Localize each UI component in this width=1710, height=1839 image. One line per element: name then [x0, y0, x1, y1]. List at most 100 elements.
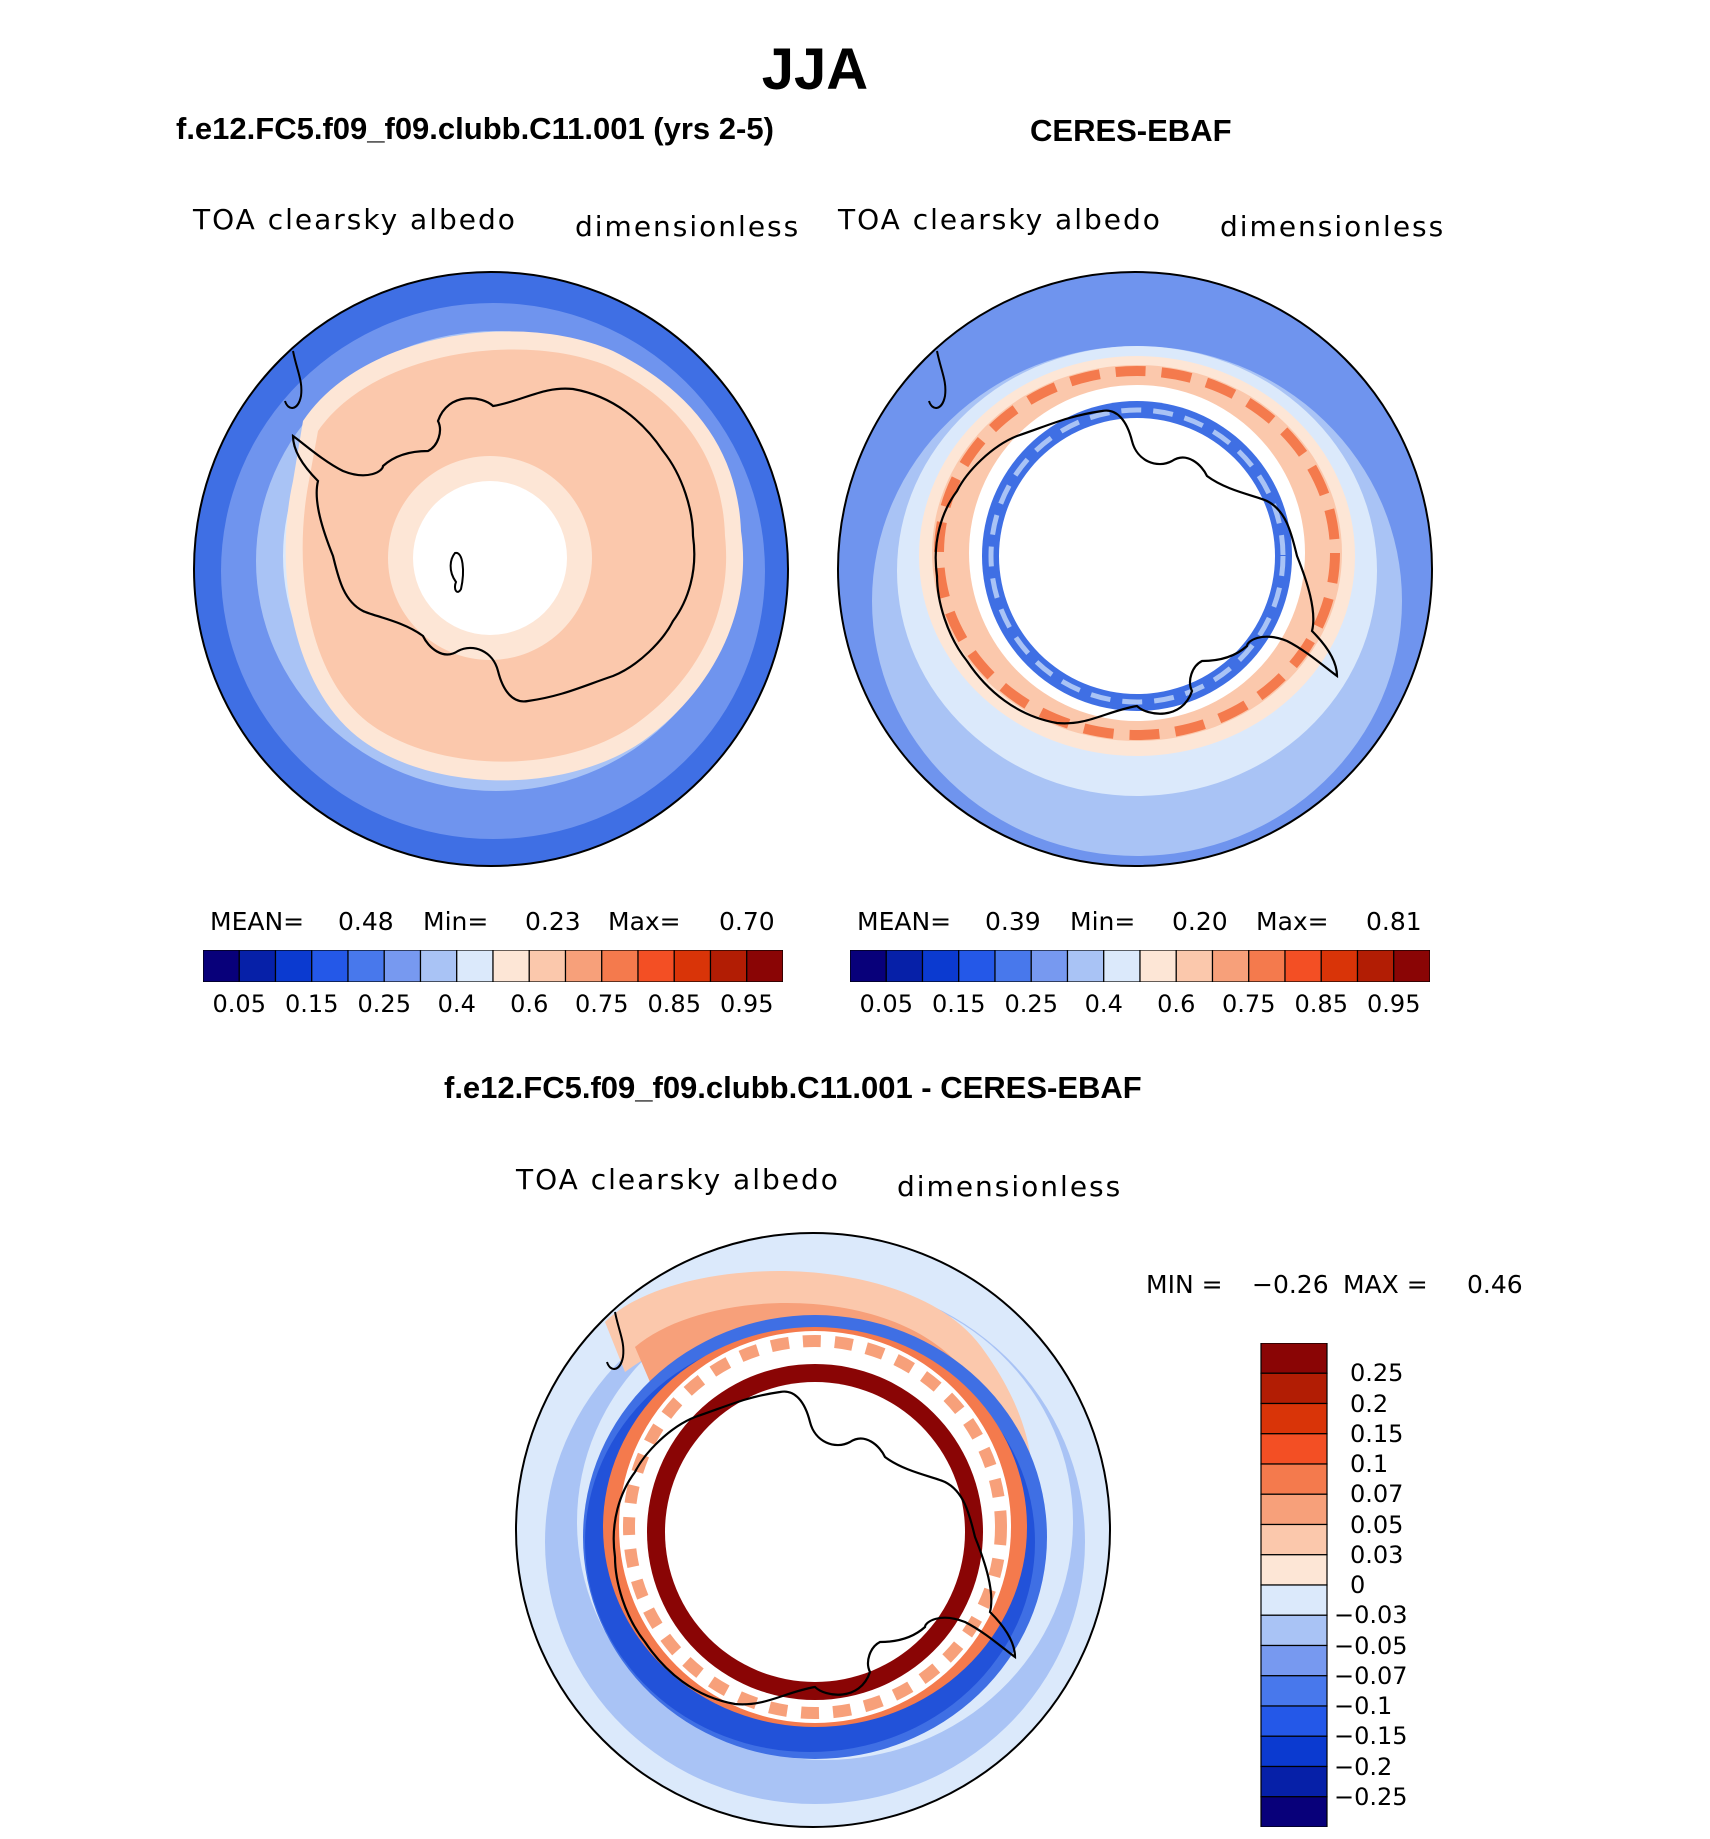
- colorbar-tick-label: 0.75: [1222, 990, 1276, 1018]
- colorbar-swatch: [1248, 950, 1286, 982]
- panel1-max-value: 0.70: [719, 907, 775, 936]
- colorbar-swatch: [1260, 1402, 1328, 1435]
- colorbar-tick-label: 0.25: [1004, 990, 1058, 1018]
- season-title: JJA: [761, 37, 869, 102]
- colorbar-swatch: [1284, 950, 1322, 982]
- panel2-title: CERES-EBAF: [1030, 113, 1232, 148]
- colorbar-swatch: [746, 950, 783, 982]
- colorbar-tick-label: −0.15: [1334, 1722, 1408, 1751]
- colorbar-swatch: [709, 950, 748, 982]
- colorbar-tick-label: 0.4: [437, 990, 476, 1018]
- colorbar-difference-ticks: 0.25 0.2 0.15 0.1 0.07 0.05 0.03 0 −0.03 −0.05 −0.…: [1334, 1343, 1474, 1827]
- africa-coast: [852, 380, 860, 410]
- colorbar-ceres-ticks: 0.05 0.15 0.25 0.4 0.6 0.75 0.85 0.95: [850, 990, 1430, 1022]
- colorbar-tick-label: 0.05: [212, 990, 266, 1018]
- colorbar-swatch: [921, 950, 960, 982]
- panel2-max-label: Max=: [1256, 907, 1329, 936]
- colorbar-swatch: [1260, 1343, 1328, 1374]
- colorbar-swatch: [1260, 1765, 1328, 1798]
- field-pole: [665, 1382, 965, 1682]
- colorbar-tick-label: 0.6: [1157, 990, 1196, 1018]
- map-border: [515, 1232, 1111, 1828]
- colorbar-swatch: [637, 950, 675, 982]
- colorbar-tick-label: −0.1: [1334, 1692, 1393, 1720]
- colorbar-swatch: [419, 950, 458, 982]
- colorbar-swatch: [1260, 1433, 1328, 1465]
- panel1-mean-label: MEAN=: [210, 907, 305, 936]
- panel3-units: dimensionless: [897, 1170, 1123, 1203]
- map-difference: [515, 1232, 1111, 1828]
- panel3-variable: TOA clearsky albedo: [516, 1163, 840, 1196]
- antarctica-coastline: [934, 409, 1339, 725]
- colorbar-tick-label: 0: [1350, 1571, 1366, 1599]
- colorbar-swatch: [885, 950, 924, 982]
- colorbar-swatch: [274, 950, 313, 982]
- panel1-units: dimensionless: [575, 210, 801, 243]
- colorbar-swatch: [601, 950, 639, 982]
- africa-coast: [208, 380, 216, 410]
- colorbar-swatch: [564, 950, 603, 982]
- south-america-tip: [284, 350, 303, 409]
- field-pole-hole: [413, 481, 567, 635]
- antarctica-coastline: [291, 387, 696, 703]
- panel2-mean-value: 0.39: [985, 907, 1041, 936]
- colorbar-difference: [1260, 1343, 1328, 1827]
- colorbar-tick-label: 0.05: [859, 990, 913, 1018]
- colorbar-tick-label: 0.15: [1350, 1419, 1404, 1448]
- colorbar-swatch: [1260, 1614, 1328, 1647]
- colorbar-swatch: [1103, 950, 1141, 982]
- panel2-units: dimensionless: [1220, 210, 1446, 243]
- colorbar-tick-label: −0.2: [1334, 1752, 1393, 1781]
- colorbar-model-ticks: 0.05 0.15 0.25 0.4 0.6 0.75 0.85 0.95: [203, 990, 783, 1022]
- map-ceres: [837, 271, 1433, 867]
- colorbar-swatch: [347, 950, 385, 982]
- colorbar-tick-label: 0.25: [357, 990, 411, 1018]
- colorbar-swatch: [994, 950, 1032, 982]
- panel1-min-value: 0.23: [525, 907, 581, 936]
- colorbar-swatch: [1175, 950, 1214, 982]
- colorbar-tick-label: 0.75: [575, 990, 629, 1018]
- colorbar-tick-label: −0.05: [1334, 1631, 1408, 1660]
- field-blue-ring-texture: [988, 407, 1286, 705]
- panel2-mean-label: MEAN=: [857, 907, 952, 936]
- colorbar-swatch: [673, 950, 712, 982]
- field-peach-arc: [605, 1271, 1032, 1532]
- colorbar-swatch: [1356, 950, 1395, 982]
- colorbar-tick-label: −0.25: [1334, 1782, 1408, 1811]
- antarctica-coastline: [612, 1390, 1017, 1706]
- south-america-tip: [928, 350, 947, 409]
- colorbar-swatch: [1030, 950, 1069, 982]
- colorbar-swatch: [1260, 1705, 1328, 1737]
- colorbar-swatch: [1260, 1675, 1328, 1707]
- panel1-title: f.e12.FC5.f09_f09.clubb.C11.001 (yrs 2-5…: [176, 111, 774, 146]
- colorbar-swatch: [383, 950, 422, 982]
- colorbar-tick-label: −0.03: [1334, 1601, 1408, 1630]
- field-pole: [999, 418, 1275, 694]
- colorbar-tick-label: 0.85: [647, 990, 701, 1018]
- colorbar-tick-label: 0.07: [1350, 1480, 1404, 1509]
- colorbar-tick-label: 0.25: [1350, 1359, 1404, 1388]
- panel3-min-label: MIN =: [1146, 1270, 1223, 1299]
- panel1-min-label: Min=: [423, 907, 489, 936]
- panel3-min-value: −0.26: [1252, 1270, 1329, 1299]
- panel1-variable: TOA clearsky albedo: [193, 203, 517, 236]
- panel3-max-value: 0.46: [1467, 1270, 1523, 1299]
- colorbar-swatch: [1066, 950, 1105, 982]
- panel1-max-label: Max=: [608, 907, 681, 936]
- colorbar-swatch: [456, 950, 494, 982]
- colorbar-swatch: [238, 950, 277, 982]
- panel1-mean-value: 0.48: [338, 907, 394, 936]
- map-border: [837, 271, 1433, 867]
- colorbar-tick-label: 0.6: [510, 990, 549, 1018]
- colorbar-tick-label: 0.95: [720, 990, 774, 1018]
- colorbar-tick-label: −0.07: [1334, 1661, 1408, 1690]
- colorbar-tick-label: 0.4: [1084, 990, 1123, 1018]
- colorbar-swatch: [958, 950, 996, 982]
- panel2-max-value: 0.81: [1366, 907, 1422, 936]
- colorbar-swatch: [1260, 1554, 1328, 1586]
- colorbar-tick-label: 0.85: [1294, 990, 1348, 1018]
- south-america-tip: [606, 1311, 625, 1370]
- colorbar-swatch: [1260, 1735, 1328, 1768]
- colorbar-swatch: [1393, 950, 1430, 982]
- colorbar-swatch: [850, 950, 887, 982]
